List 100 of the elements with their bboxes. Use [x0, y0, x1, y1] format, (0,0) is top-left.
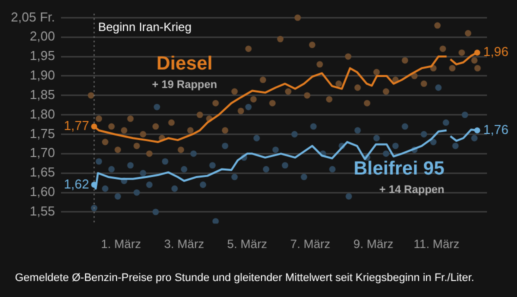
- y-tick-label: 1,55: [30, 204, 55, 219]
- point: [134, 142, 140, 150]
- point: [209, 162, 216, 169]
- point: [316, 61, 323, 68]
- data-label: 1,96: [483, 44, 509, 60]
- point: [420, 131, 428, 138]
- point: [187, 127, 194, 134]
- ref-line-label: Beginn Iran-Krieg: [98, 20, 192, 34]
- point: [474, 50, 480, 56]
- y-tick-label: 1,85: [30, 86, 55, 102]
- point: [168, 119, 175, 126]
- y-tick-label: 1,65: [30, 164, 55, 180]
- point: [402, 123, 408, 130]
- y-tick-label: 2,00: [30, 28, 55, 44]
- point: [262, 166, 270, 172]
- x-tick-label: 7. März: [290, 237, 330, 252]
- point: [464, 30, 472, 36]
- point: [200, 182, 206, 188]
- point: [326, 96, 332, 102]
- point: [310, 123, 317, 130]
- point: [114, 193, 121, 200]
- point: [474, 64, 481, 72]
- point: [127, 116, 134, 122]
- point: [180, 166, 188, 172]
- annotation: + 19 Rappen: [152, 79, 218, 92]
- series-label: Diesel: [156, 53, 213, 74]
- point: [294, 14, 301, 21]
- point: [250, 96, 257, 102]
- y-tick-label: 1,90: [30, 68, 55, 83]
- series-label: Bleifrei 95: [354, 158, 445, 180]
- point: [253, 134, 260, 142]
- point: [91, 182, 98, 188]
- point: [269, 100, 276, 106]
- point: [272, 146, 279, 153]
- point: [435, 84, 442, 91]
- point: [440, 46, 446, 52]
- point: [245, 46, 252, 52]
- point: [190, 150, 197, 157]
- point: [120, 127, 128, 134]
- x-tick-label: 11. März: [414, 237, 460, 252]
- point: [304, 92, 310, 99]
- point: [231, 174, 238, 180]
- point: [146, 182, 153, 188]
- x-tick-label: 5. März: [227, 237, 268, 252]
- point: [245, 104, 252, 110]
- point: [344, 53, 352, 60]
- point: [231, 88, 238, 95]
- data-label: 1,77: [64, 118, 90, 134]
- y-tick-label: 1,70: [30, 145, 55, 160]
- data-label: 1,76: [483, 122, 509, 137]
- point: [471, 57, 478, 64]
- y-tick-label: 1,60: [30, 184, 55, 200]
- point: [260, 76, 266, 84]
- point: [102, 138, 108, 146]
- point: [171, 185, 178, 192]
- point: [458, 49, 465, 56]
- point: [196, 112, 204, 118]
- point: [152, 123, 159, 130]
- point: [88, 92, 94, 99]
- point: [364, 100, 370, 106]
- point: [308, 42, 316, 48]
- point: [402, 57, 408, 64]
- point: [430, 138, 437, 146]
- point: [140, 131, 146, 138]
- point: [238, 108, 244, 114]
- point: [474, 127, 480, 134]
- point: [291, 131, 298, 138]
- point: [212, 100, 219, 106]
- point: [335, 80, 342, 87]
- y-tick-label: 2,05 Fr.: [10, 9, 55, 24]
- y-tick-label: 1,75: [30, 126, 55, 141]
- point: [285, 88, 292, 95]
- point: [134, 189, 140, 196]
- text: Gemeldete Ø-Benzin-Preise pro Stunde und gleitender Mittelwert seit Kriegsbeginn in Fr./Liter.: [14, 271, 476, 284]
- point: [420, 80, 428, 87]
- point: [300, 174, 308, 180]
- point: [127, 162, 134, 169]
- point: [462, 112, 468, 118]
- point: [392, 142, 399, 150]
- x-tick-label: 9. März: [353, 237, 394, 252]
- point: [140, 170, 146, 176]
- x-tick-label: 3. März: [164, 237, 204, 252]
- annotation: + 14 Rappen: [379, 184, 445, 196]
- point: [222, 142, 228, 150]
- point: [222, 127, 228, 134]
- point: [373, 134, 380, 142]
- point: [90, 204, 98, 212]
- point: [382, 88, 390, 95]
- point: [162, 158, 168, 165]
- point: [354, 84, 361, 91]
- point: [282, 162, 288, 169]
- point: [471, 134, 478, 142]
- point: [114, 146, 121, 153]
- point: [152, 208, 159, 216]
- point: [108, 166, 115, 172]
- point: [154, 104, 160, 110]
- point: [382, 150, 390, 157]
- point: [449, 64, 456, 72]
- point: [146, 150, 153, 157]
- data-label: 1,62: [64, 176, 90, 192]
